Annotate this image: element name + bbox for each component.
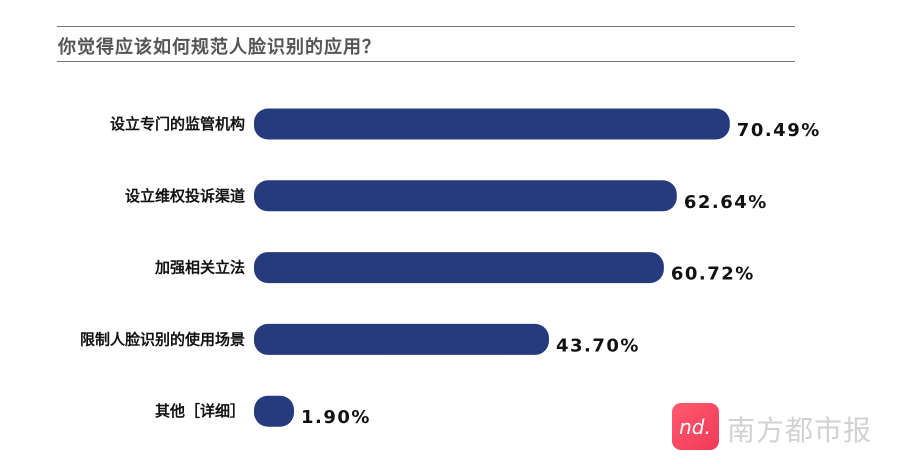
nandu-logo: nd.	[672, 403, 719, 450]
value-label: 43.70%	[556, 335, 640, 356]
value-label: 60.72%	[671, 264, 755, 285]
title-bottom-rule	[57, 61, 795, 62]
nd-logo-icon: nd.	[679, 415, 711, 439]
bar	[254, 180, 677, 212]
value-label: 62.64%	[684, 192, 768, 213]
svg-text:nd.: nd.	[679, 415, 711, 439]
value-label: 70.49%	[737, 120, 821, 141]
bar	[254, 323, 549, 355]
bar	[254, 252, 664, 284]
category-label: 限制人脸识别的使用场景	[80, 330, 245, 348]
value-label: 1.90%	[301, 407, 371, 428]
category-label: 其他［详细］	[155, 402, 245, 420]
category-label: 加强相关立法	[154, 259, 245, 277]
bar	[254, 108, 730, 140]
category-label: 设立专门的监管机构	[110, 115, 245, 133]
bar	[254, 395, 294, 427]
watermark-text: 南方都市报	[727, 414, 873, 447]
category-label: 设立维权投诉渠道	[125, 187, 245, 205]
chart-title: 你觉得应该如何规范人脸识别的应用？	[58, 37, 381, 58]
title-top-rule	[57, 26, 795, 27]
